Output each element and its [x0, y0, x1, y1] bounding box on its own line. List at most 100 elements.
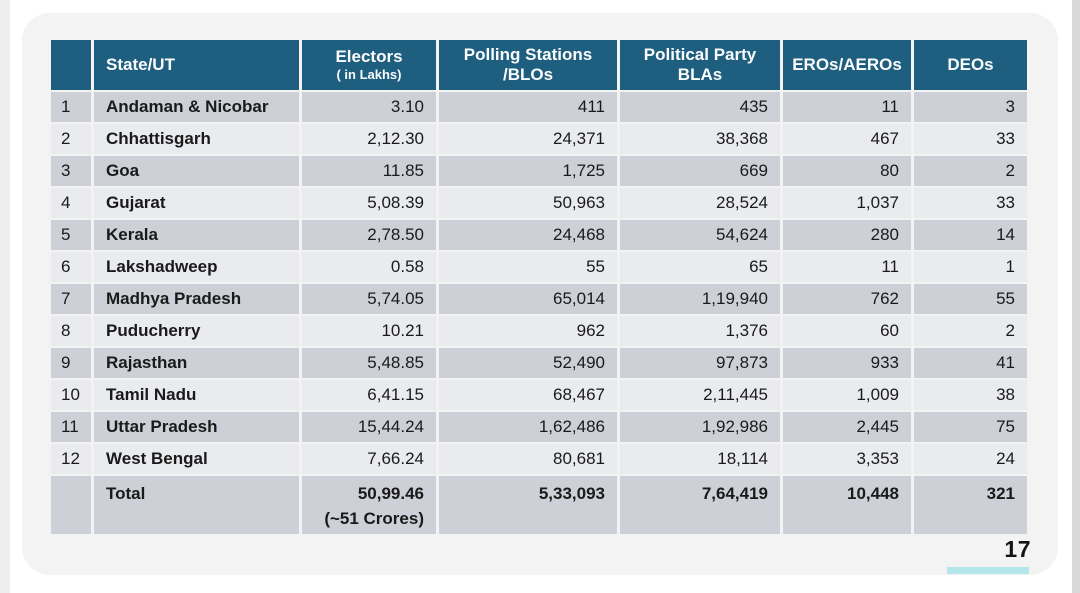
cell-sno: 10 — [51, 380, 91, 410]
header-electors-title: Electors — [335, 47, 403, 67]
cell-blas: 435 — [620, 92, 780, 122]
cell-sno: 5 — [51, 220, 91, 250]
cell-electors: 6,41.15 — [302, 380, 436, 410]
cell-polling: 68,467 — [439, 380, 617, 410]
cell-polling: 50,963 — [439, 188, 617, 218]
cell-electors: 7,66.24 — [302, 444, 436, 474]
table-total-row: Total 50,99.46 (~51 Crores) 5,33,093 7,64… — [51, 476, 1027, 534]
page-left-margin-strip — [0, 0, 10, 593]
cell-electors: 2,78.50 — [302, 220, 436, 250]
table-row: 3 Goa 11.85 1,725 669 80 2 — [51, 156, 1027, 186]
cell-total-label: Total — [94, 476, 299, 534]
cell-state: Chhattisgarh — [94, 124, 299, 154]
table-header-row: State/UT Electors( in Lakhs) Polling Sta… — [51, 40, 1027, 90]
header-electors: Electors( in Lakhs) — [302, 40, 436, 90]
table-row: 6 Lakshadweep 0.58 55 65 11 1 — [51, 252, 1027, 282]
cell-state: Andaman & Nicobar — [94, 92, 299, 122]
cell-blas: 2,11,445 — [620, 380, 780, 410]
cell-deos: 33 — [914, 188, 1027, 218]
header-deos: DEOs — [914, 40, 1027, 90]
cell-sno: 9 — [51, 348, 91, 378]
header-polling-blos: /BLOs — [502, 65, 554, 84]
cell-electors: 5,74.05 — [302, 284, 436, 314]
page-number-accent-bar — [947, 567, 1029, 574]
cell-electors: 10.21 — [302, 316, 436, 346]
cell-electors: 5,08.39 — [302, 188, 436, 218]
header-political-party-blas: Political Party BLAs — [620, 40, 780, 90]
cell-deos: 33 — [914, 124, 1027, 154]
cell-polling: 52,490 — [439, 348, 617, 378]
cell-total-eros: 10,448 — [783, 476, 911, 534]
cell-eros: 1,009 — [783, 380, 911, 410]
cell-sno: 6 — [51, 252, 91, 282]
cell-state: Tamil Nadu — [94, 380, 299, 410]
cell-polling: 962 — [439, 316, 617, 346]
table-row: 1 Andaman & Nicobar 3.10 411 435 11 3 — [51, 92, 1027, 122]
cell-state: Gujarat — [94, 188, 299, 218]
cell-state: Uttar Pradesh — [94, 412, 299, 442]
cell-eros: 60 — [783, 316, 911, 346]
cell-deos: 1 — [914, 252, 1027, 282]
cell-electors: 0.58 — [302, 252, 436, 282]
cell-polling: 24,371 — [439, 124, 617, 154]
cell-sno-empty — [51, 476, 91, 534]
page-number: 17 — [1004, 536, 1031, 562]
cell-state: Goa — [94, 156, 299, 186]
total-electors-note: (~51 Crores) — [324, 509, 424, 528]
cell-state: West Bengal — [94, 444, 299, 474]
cell-deos: 14 — [914, 220, 1027, 250]
cell-state: Madhya Pradesh — [94, 284, 299, 314]
cell-deos: 41 — [914, 348, 1027, 378]
header-polling-stations: Polling Stations/BLOs — [439, 40, 617, 90]
table-row: 4 Gujarat 5,08.39 50,963 28,524 1,037 33 — [51, 188, 1027, 218]
cell-sno: 1 — [51, 92, 91, 122]
cell-total-deos: 321 — [914, 476, 1027, 534]
slide-card: State/UT Electors( in Lakhs) Polling Sta… — [22, 13, 1058, 575]
cell-sno: 8 — [51, 316, 91, 346]
cell-eros: 467 — [783, 124, 911, 154]
cell-sno: 2 — [51, 124, 91, 154]
cell-blas: 65 — [620, 252, 780, 282]
cell-total-polling: 5,33,093 — [439, 476, 617, 534]
header-party-blas: BLAs — [677, 65, 723, 84]
cell-polling: 80,681 — [439, 444, 617, 474]
cell-blas: 18,114 — [620, 444, 780, 474]
header-state-ut: State/UT — [94, 40, 299, 90]
cell-eros: 3,353 — [783, 444, 911, 474]
cell-blas: 97,873 — [620, 348, 780, 378]
cell-state: Kerala — [94, 220, 299, 250]
cell-eros: 280 — [783, 220, 911, 250]
table-row: 9 Rajasthan 5,48.85 52,490 97,873 933 41 — [51, 348, 1027, 378]
cell-deos: 3 — [914, 92, 1027, 122]
header-eros-aeros: EROs/AEROs — [783, 40, 911, 90]
cell-blas: 38,368 — [620, 124, 780, 154]
cell-deos: 55 — [914, 284, 1027, 314]
cell-eros: 762 — [783, 284, 911, 314]
cell-sno: 7 — [51, 284, 91, 314]
cell-blas: 1,19,940 — [620, 284, 780, 314]
table-row: 5 Kerala 2,78.50 24,468 54,624 280 14 — [51, 220, 1027, 250]
cell-polling: 411 — [439, 92, 617, 122]
cell-electors: 5,48.85 — [302, 348, 436, 378]
total-electors-value: 50,99.46 — [357, 484, 424, 503]
cell-eros: 1,037 — [783, 188, 911, 218]
cell-state: Lakshadweep — [94, 252, 299, 282]
table-row: 8 Puducherry 10.21 962 1,376 60 2 — [51, 316, 1027, 346]
table-row: 2 Chhattisgarh 2,12.30 24,371 38,368 467… — [51, 124, 1027, 154]
cell-eros: 80 — [783, 156, 911, 186]
electoral-statistics-table: State/UT Electors( in Lakhs) Polling Sta… — [48, 38, 1030, 536]
cell-electors: 3.10 — [302, 92, 436, 122]
cell-deos: 38 — [914, 380, 1027, 410]
cell-eros: 11 — [783, 252, 911, 282]
header-serial-number — [51, 40, 91, 90]
cell-eros: 933 — [783, 348, 911, 378]
scrollbar-track[interactable] — [1072, 0, 1080, 593]
cell-deos: 24 — [914, 444, 1027, 474]
cell-electors: 11.85 — [302, 156, 436, 186]
cell-sno: 11 — [51, 412, 91, 442]
header-polling-title: Polling Stations — [463, 44, 593, 64]
table-row: 11 Uttar Pradesh 15,44.24 1,62,486 1,92,… — [51, 412, 1027, 442]
cell-polling: 1,62,486 — [439, 412, 617, 442]
table-row: 12 West Bengal 7,66.24 80,681 18,114 3,3… — [51, 444, 1027, 474]
cell-total-electors: 50,99.46 (~51 Crores) — [302, 476, 436, 534]
